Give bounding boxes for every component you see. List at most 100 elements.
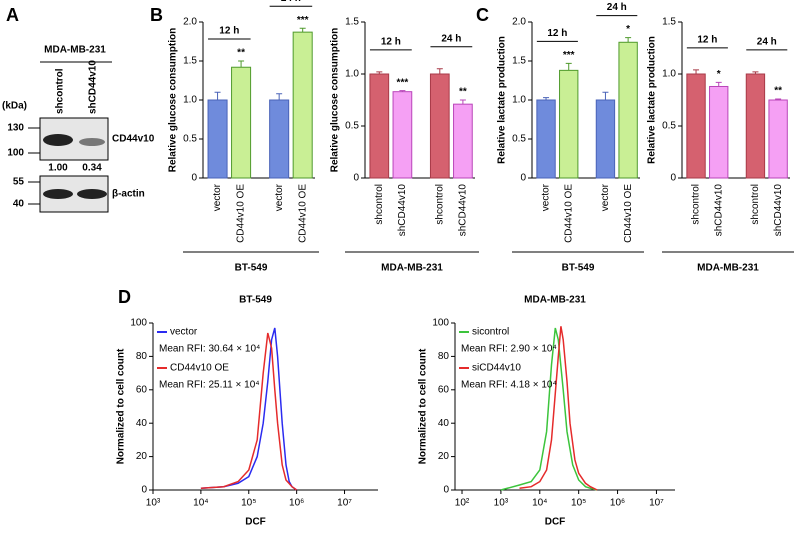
legend-label: siCD44v10 (472, 363, 521, 374)
y-tick-label: 1.5 (345, 17, 359, 28)
y-tick-label: 1.5 (183, 56, 197, 67)
kda-label: (kDa) (2, 101, 27, 112)
x-tick-label: 10⁷ (649, 498, 664, 509)
error-bar (715, 81, 722, 87)
y-tick-label: 60 (438, 384, 450, 395)
chart-title: BT-549 (239, 295, 272, 306)
bar (453, 103, 473, 179)
y-tick-label: 80 (438, 351, 450, 362)
y-tick-label: 100 (130, 318, 147, 329)
significance: * (626, 24, 630, 35)
y-tick-label: 20 (438, 451, 450, 462)
x-tick-label: 10⁵ (241, 498, 256, 509)
y-axis-title: Relative lactate production (497, 36, 508, 164)
y-tick-label: 40 (136, 418, 148, 429)
lane-label: shcontrol (55, 68, 66, 114)
panel-label: A (6, 5, 19, 25)
y-axis-title: Relative glucose consumption (330, 28, 341, 172)
bar (559, 69, 579, 179)
error-bar (693, 69, 700, 74)
legend-note: Mean RFI: 4.18 × 10⁴ (461, 380, 557, 391)
legend-label: sicontrol (472, 327, 509, 338)
x-tick-label: CD44v10 OE (623, 184, 634, 243)
significance: ** (459, 87, 467, 98)
y-tick-label: 0 (520, 173, 526, 184)
y-tick-label: 0 (353, 173, 359, 184)
x-tick-label: vector (541, 183, 552, 211)
bar (369, 73, 390, 179)
x-tick-label: shcontrol (434, 184, 445, 225)
series-line (200, 327, 298, 491)
error-bar (436, 68, 443, 74)
error-bar (752, 71, 759, 74)
error-bar (399, 90, 406, 92)
error-bar (625, 37, 632, 43)
x-tick-label: vector (274, 183, 285, 211)
y-tick-label: 1.0 (183, 95, 197, 106)
error-bar (602, 91, 609, 100)
band (79, 138, 105, 146)
y-axis-title: Relative lactate production (647, 36, 658, 164)
x-tick-label: shCD44v10 (397, 184, 408, 237)
y-tick-label: 2.0 (512, 17, 526, 28)
x-tick-label: CD44v10 OE (236, 184, 247, 243)
y-tick-label: 0 (141, 485, 147, 496)
significance: *** (563, 50, 575, 61)
x-axis-title: DCF (245, 517, 266, 528)
bar (595, 99, 616, 179)
significance: *** (397, 77, 409, 88)
bar (686, 73, 706, 179)
bar (709, 85, 729, 179)
bar (618, 41, 638, 179)
x-tick-label: vector (212, 183, 223, 211)
y-tick-label: 60 (136, 384, 148, 395)
bar (207, 99, 228, 179)
x-tick-label: 10⁴ (193, 498, 208, 509)
y-axis-title: Normalized to cell count (418, 348, 429, 464)
y-tick-label: 0 (191, 173, 197, 184)
legend-label: vector (170, 327, 198, 338)
bar (269, 99, 290, 179)
x-tick-label: 10⁷ (337, 498, 352, 509)
significance: ** (237, 48, 245, 59)
group-label: 24 h (281, 0, 301, 4)
legend-note: Mean RFI: 2.90 × 10⁴ (461, 344, 557, 355)
error-bar (775, 98, 782, 100)
panel-label: B (150, 5, 163, 25)
y-tick-label: 0.5 (345, 121, 359, 132)
x-tick-label: 10² (455, 498, 470, 509)
y-tick-label: 20 (136, 451, 148, 462)
marker-label: 55 (13, 177, 25, 188)
legend-note: Mean RFI: 25.11 × 10⁴ (159, 380, 260, 391)
quantification: 0.34 (82, 163, 102, 174)
quantification: 1.00 (48, 163, 68, 174)
band (43, 189, 73, 199)
x-tick-label: 10⁵ (571, 498, 586, 509)
error-bar (565, 62, 572, 71)
x-tick-label: shCD44v10 (773, 184, 784, 237)
error-bar (543, 97, 550, 100)
x-tick-label: 10³ (494, 498, 509, 509)
x-tick-label: CD44v10 OE (297, 184, 308, 243)
cell-line-label: MDA-MB-231 (697, 263, 759, 274)
error-bar (459, 99, 466, 105)
band (43, 134, 73, 146)
y-tick-label: 0.5 (512, 134, 526, 145)
group-label: 12 h (697, 34, 717, 45)
panel-label: D (118, 287, 131, 307)
legend-note: Mean RFI: 30.64 × 10⁴ (159, 344, 260, 355)
x-tick-label: shCD44v10 (713, 184, 724, 237)
group-label: 24 h (757, 37, 777, 48)
x-tick-label: CD44v10 OE (563, 184, 574, 243)
group-label: 12 h (219, 26, 239, 37)
x-tick-label: shcontrol (374, 184, 385, 225)
y-tick-label: 40 (438, 418, 450, 429)
error-bar (276, 93, 283, 100)
significance: ** (774, 86, 782, 97)
y-tick-label: 80 (136, 351, 148, 362)
marker-label: 40 (13, 199, 25, 210)
series-line (500, 327, 598, 491)
y-tick-label: 0 (670, 173, 676, 184)
error-bar (214, 91, 221, 100)
chart-title: MDA-MB-231 (524, 295, 586, 306)
